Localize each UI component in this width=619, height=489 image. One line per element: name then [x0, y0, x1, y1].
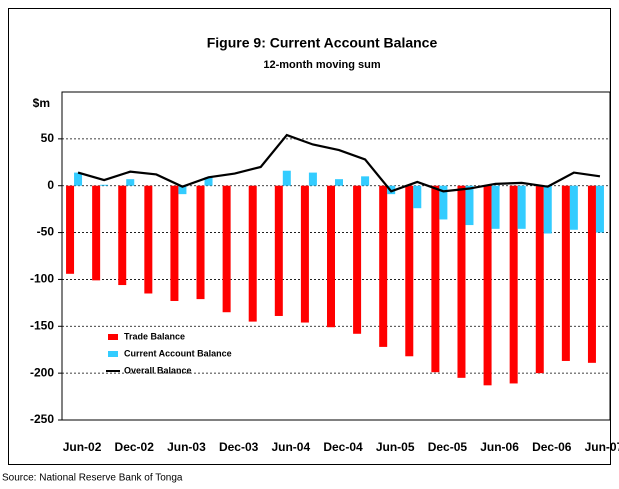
line	[77, 133, 601, 193]
bar	[100, 184, 109, 186]
x-tick-label: Jun-02	[63, 440, 102, 454]
bar	[126, 179, 135, 186]
bar	[595, 185, 604, 233]
legend-label: Trade Balance	[124, 331, 185, 341]
bar	[118, 185, 127, 286]
bar	[66, 185, 75, 274]
bar	[379, 185, 388, 347]
x-tick-label: Jun-05	[376, 440, 415, 454]
bar	[431, 185, 440, 373]
legend-swatch	[108, 334, 118, 340]
bar	[361, 176, 370, 186]
bar	[543, 185, 552, 234]
legend-label: Overall Balance	[124, 365, 192, 375]
bar	[569, 185, 578, 230]
y-tick-label: -250	[30, 412, 54, 426]
x-tick-label: Jun-03	[167, 440, 206, 454]
x-tick-label: Dec-06	[532, 440, 572, 454]
bar	[170, 185, 179, 301]
bar	[308, 172, 317, 186]
y-axis-label: $m	[33, 96, 50, 110]
bar	[282, 170, 291, 186]
bar	[178, 185, 187, 195]
bar	[204, 177, 213, 186]
x-tick-label: Jun-04	[271, 440, 310, 454]
x-tick-label: Dec-02	[115, 440, 155, 454]
bar	[196, 185, 205, 300]
bar	[561, 185, 570, 361]
bar	[222, 185, 231, 313]
bar	[439, 185, 448, 220]
legend-swatch	[108, 351, 118, 357]
bar	[144, 185, 153, 294]
bar	[335, 179, 343, 186]
x-tick-label: Dec-03	[219, 440, 259, 454]
chart-title: Figure 9: Current Account Balance	[207, 35, 438, 51]
bar	[353, 185, 362, 334]
x-tick-label: Dec-04	[323, 440, 363, 454]
x-tick-label: Jun-07	[585, 440, 619, 454]
y-tick-label: -200	[30, 365, 54, 379]
y-tick-label: 0	[47, 178, 54, 192]
y-tick-label: -100	[30, 272, 54, 286]
bar	[517, 185, 526, 229]
bar	[74, 172, 83, 186]
x-tick-label: Jun-06	[480, 440, 519, 454]
y-tick-label: 50	[41, 131, 55, 145]
legend-label: Current Account Balance	[124, 348, 232, 358]
bar	[587, 185, 596, 363]
source: Source: National Reserve Bank of Tonga	[2, 473, 183, 484]
bar	[274, 185, 283, 316]
x-tick-label: Dec-05	[428, 440, 468, 454]
bar	[405, 185, 414, 357]
bar	[300, 185, 309, 323]
bar	[413, 185, 422, 209]
y-tick-label: -50	[37, 225, 55, 239]
y-tick-label: -150	[30, 318, 54, 332]
bar	[509, 185, 518, 384]
bar	[92, 185, 101, 281]
bar	[248, 185, 257, 322]
bar	[457, 185, 466, 378]
bar	[491, 185, 500, 229]
bar	[483, 185, 492, 386]
bar	[327, 185, 335, 328]
chart-subtitle: 12-month moving sum	[263, 59, 381, 71]
bar	[535, 185, 544, 374]
bar	[465, 185, 474, 226]
